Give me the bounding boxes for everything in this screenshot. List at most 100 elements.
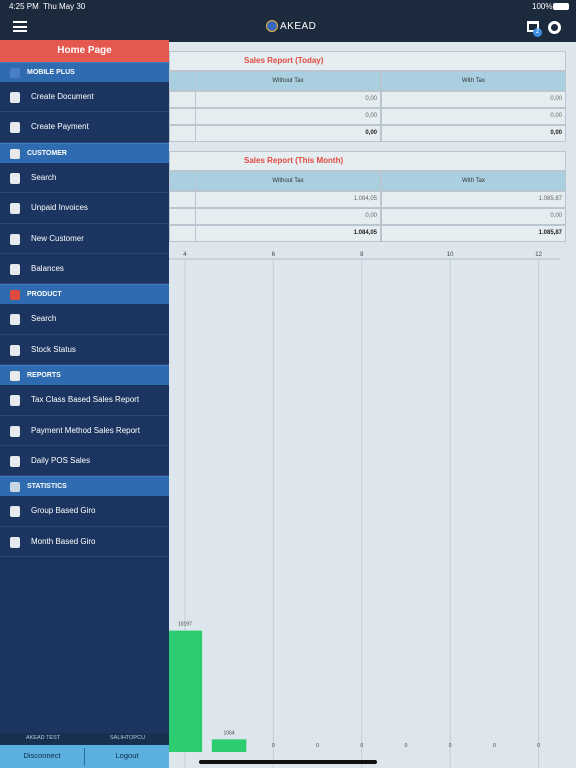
menu-item-icon <box>10 233 20 245</box>
menu-item-label: Month Based Giro <box>31 536 96 546</box>
bar-value-label: 0 <box>405 743 408 749</box>
section-title: REPORTS <box>27 372 61 380</box>
menu-item-label: Tax Class Based Sales Report <box>31 395 140 405</box>
menu-item-label: Create Payment <box>31 122 89 132</box>
section-title: PRODUCT <box>27 291 62 299</box>
footer-button[interactable]: Logout <box>115 751 139 760</box>
x-tick-label: 12 <box>535 252 542 258</box>
section-title: STATISTICS <box>27 483 67 491</box>
menu-item-label: Balances <box>31 264 64 273</box>
section-header: PRODUCT <box>0 284 169 305</box>
menu-item-icon <box>10 264 20 275</box>
column-header: With Tax <box>381 171 566 191</box>
menu-item[interactable]: Search <box>0 304 169 335</box>
logo-text: AKEAD <box>280 21 317 32</box>
row-label-cell <box>169 91 196 108</box>
menu-title[interactable]: Home Page <box>0 40 169 62</box>
x-tick-label: 4 <box>183 252 187 258</box>
section-icon <box>10 68 20 78</box>
battery-icon <box>553 3 569 10</box>
value-cell: 0,00 <box>195 91 381 108</box>
value-cell: 1.085,87 <box>381 225 566 242</box>
x-tick-label: 8 <box>360 252 364 258</box>
value-cell: 1.084,05 <box>195 225 381 242</box>
menu-button[interactable] <box>13 21 27 32</box>
menu-item-label: Daily POS Sales <box>31 456 91 465</box>
menu-item-icon <box>10 314 20 326</box>
status-time: 4:25 PM <box>9 2 39 11</box>
row-label-cell <box>169 208 196 225</box>
menu-item-icon <box>10 536 20 548</box>
menu-item-label: New Customer <box>31 233 84 243</box>
menu-item[interactable]: Search <box>0 163 169 194</box>
footer-company: AKEAD TEST <box>26 735 61 741</box>
bar-value-label: 0 <box>272 743 275 749</box>
row-label-cell <box>169 108 196 125</box>
menu-item-icon <box>10 172 20 184</box>
menu-item-label: Payment Method Sales Report <box>31 425 140 435</box>
menu-item[interactable]: New Customer <box>0 224 169 254</box>
menu-item-icon <box>10 425 20 437</box>
menu-item[interactable]: Create Payment <box>0 112 169 143</box>
menu-item-icon <box>10 203 20 215</box>
menu-item[interactable]: Unpaid Invoices <box>0 193 169 224</box>
footer-user: SALIHTOPCU <box>110 735 146 741</box>
menu-item[interactable]: Balances <box>0 254 169 285</box>
bar-value-label: 10197 <box>178 622 192 628</box>
value-cell: 1.084,05 <box>195 191 381 208</box>
menu-item[interactable]: Group Based Giro <box>0 496 169 527</box>
menu-item-label: Create Document <box>31 92 94 101</box>
footer-info <box>0 733 169 745</box>
section-title: MOBILE PLUS <box>27 69 75 76</box>
value-cell: 0,00 <box>195 208 381 225</box>
value-cell: 0,00 <box>195 125 381 142</box>
menu-item-label: Group Based Giro <box>31 506 96 516</box>
footer-button[interactable]: Disconnect <box>23 751 61 760</box>
menu-item-label: Unpaid Invoices <box>31 203 88 213</box>
value-cell: 0,00 <box>195 108 381 125</box>
menu-item[interactable]: Daily POS Sales <box>0 446 169 477</box>
header-cell <box>169 71 196 91</box>
section-header: REPORTS <box>0 365 169 386</box>
column-header: Without Tax <box>195 171 381 191</box>
value-cell: 1.085,87 <box>381 191 566 208</box>
value-cell: 0,00 <box>381 91 566 108</box>
menu-item-label: Search <box>31 314 57 324</box>
home-indicator <box>199 760 377 764</box>
column-header: Without Tax <box>195 71 381 91</box>
menu-item-icon <box>10 122 20 134</box>
menu-item[interactable]: Month Based Giro <box>0 527 169 558</box>
bar <box>167 630 203 752</box>
footer-divider <box>84 748 85 766</box>
menu-item[interactable]: Stock Status <box>0 335 169 366</box>
nav-bar: 4:25 PM Thu May 30 100% AKEAD 2 <box>0 0 576 42</box>
bar-value-label: 0 <box>537 743 540 749</box>
menu-item[interactable]: Payment Method Sales Report <box>0 416 169 446</box>
bar <box>211 739 247 752</box>
value-cell: 0,00 <box>381 125 566 142</box>
header-cell <box>169 171 196 191</box>
menu-item[interactable]: Tax Class Based Sales Report <box>0 385 169 416</box>
column-header: With Tax <box>381 71 566 91</box>
report-title: Sales Report (Today) <box>169 51 566 71</box>
bar-value-label: 0 <box>316 743 319 749</box>
menu-item-icon <box>10 456 20 467</box>
menu-item[interactable]: Create Document <box>0 82 169 113</box>
menu-item-icon <box>10 344 20 356</box>
section-header: STATISTICS <box>0 476 169 497</box>
cart-badge: 2 <box>533 28 542 37</box>
row-label-cell <box>169 125 196 142</box>
section-title: CUSTOMER <box>27 149 67 157</box>
status-battery: 100% <box>532 2 553 11</box>
menu-item-icon <box>10 395 20 407</box>
bar-value-label: 0 <box>449 743 452 749</box>
section-icon <box>10 148 20 159</box>
section-icon <box>10 482 20 493</box>
settings-button[interactable] <box>548 21 561 34</box>
x-tick-label: 6 <box>272 252 276 258</box>
menu-button-bar <box>13 25 27 28</box>
menu-item-label: Stock Status <box>31 344 76 354</box>
bar-value-label: 0 <box>493 743 496 749</box>
